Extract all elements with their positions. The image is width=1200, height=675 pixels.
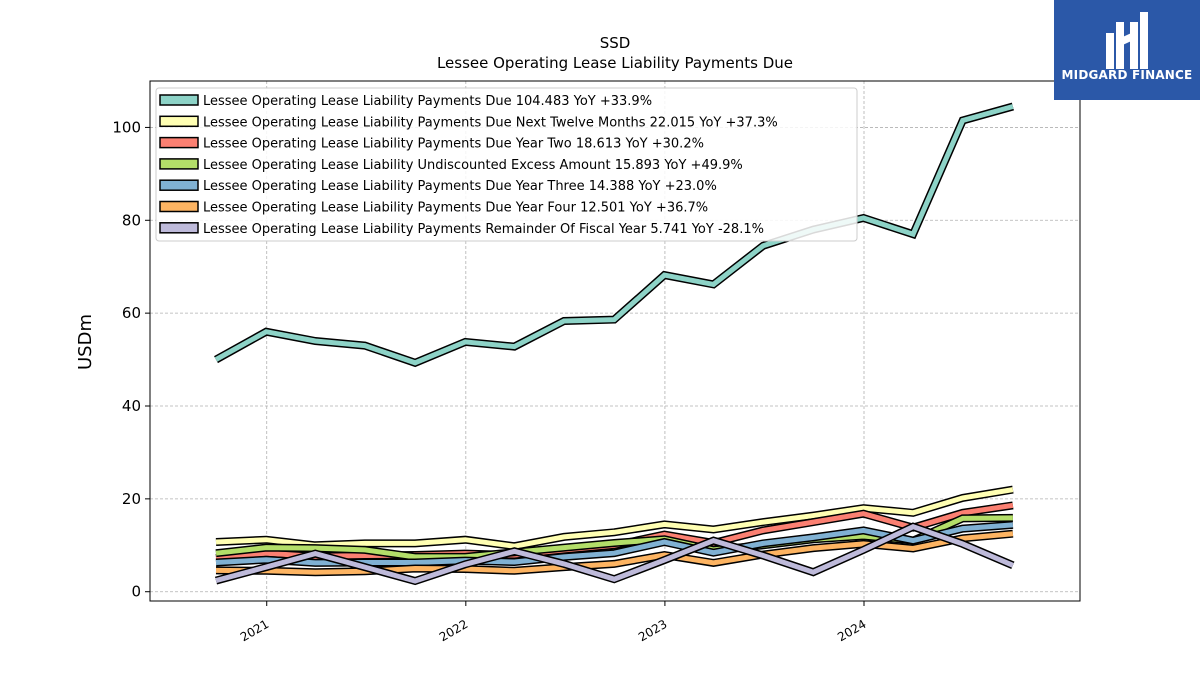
legend-label: Lessee Operating Lease Liability Payment… [203, 201, 708, 216]
brand-mark-icon [1106, 12, 1148, 69]
series-2 [215, 485, 1014, 551]
legend-swatch [159, 115, 199, 128]
x-tick-label: 2024 [835, 617, 868, 644]
legend-label: Lessee Operating Lease Liability Payment… [203, 222, 764, 237]
legend-entry: Lessee Operating Lease Liability Payment… [159, 115, 778, 130]
legend-label: Lessee Operating Lease Liability Undisco… [203, 158, 743, 173]
legend-label: Lessee Operating Lease Liability Payment… [203, 179, 717, 194]
legend-swatch [159, 136, 199, 149]
legend-entry: Lessee Operating Lease Liability Payment… [159, 200, 708, 216]
x-tick-label: 2022 [437, 617, 470, 644]
legend-swatch [159, 94, 199, 106]
legend-label: Lessee Operating Lease Liability Payment… [203, 115, 778, 130]
y-tick-label: 100 [112, 118, 141, 136]
chart-subtitle: Lessee Operating Lease Liability Payment… [437, 54, 793, 72]
y-tick-label: 80 [122, 211, 141, 229]
series-line [215, 487, 1014, 549]
series-line [215, 524, 1014, 584]
legend: Lessee Operating Lease Liability Payment… [155, 87, 858, 242]
legend-label: Lessee Operating Lease Liability Payment… [203, 94, 652, 109]
y-tick-label: 40 [122, 397, 141, 415]
legend-entry: Lessee Operating Lease Liability Payment… [159, 136, 704, 152]
brand-name: MIDGARD FINANCE [1061, 68, 1193, 82]
plot-frame [149, 80, 1081, 602]
x-tick-label: 2023 [636, 617, 669, 644]
legend-box [155, 87, 858, 242]
series-lines [214, 102, 1015, 586]
legend-entry: Lessee Operating Lease Liability Payment… [159, 94, 652, 109]
brand-logo: MIDGARD FINANCE [1054, 0, 1200, 100]
series-line [214, 104, 1014, 366]
chart-title: SSD [600, 34, 631, 52]
y-tick-label: 20 [122, 490, 141, 508]
legend-entry: Lessee Operating Lease Liability Payment… [159, 222, 764, 237]
legend-swatch [159, 222, 199, 234]
legend-label: Lessee Operating Lease Liability Payment… [203, 137, 704, 152]
legend-entry: Lessee Operating Lease Liability Payment… [159, 179, 717, 194]
series-7 [214, 522, 1015, 586]
legend-entry: Lessee Operating Lease Liability Undisco… [159, 158, 743, 173]
legend-swatch [159, 179, 199, 191]
y-axis-label: USDm [75, 314, 96, 370]
series-1 [214, 102, 1014, 368]
y-tick-label: 60 [122, 304, 141, 322]
legend-swatch [159, 200, 199, 213]
y-tick-label: 0 [131, 583, 141, 601]
x-tick-label: 2021 [238, 617, 271, 644]
legend-swatch [159, 158, 199, 170]
